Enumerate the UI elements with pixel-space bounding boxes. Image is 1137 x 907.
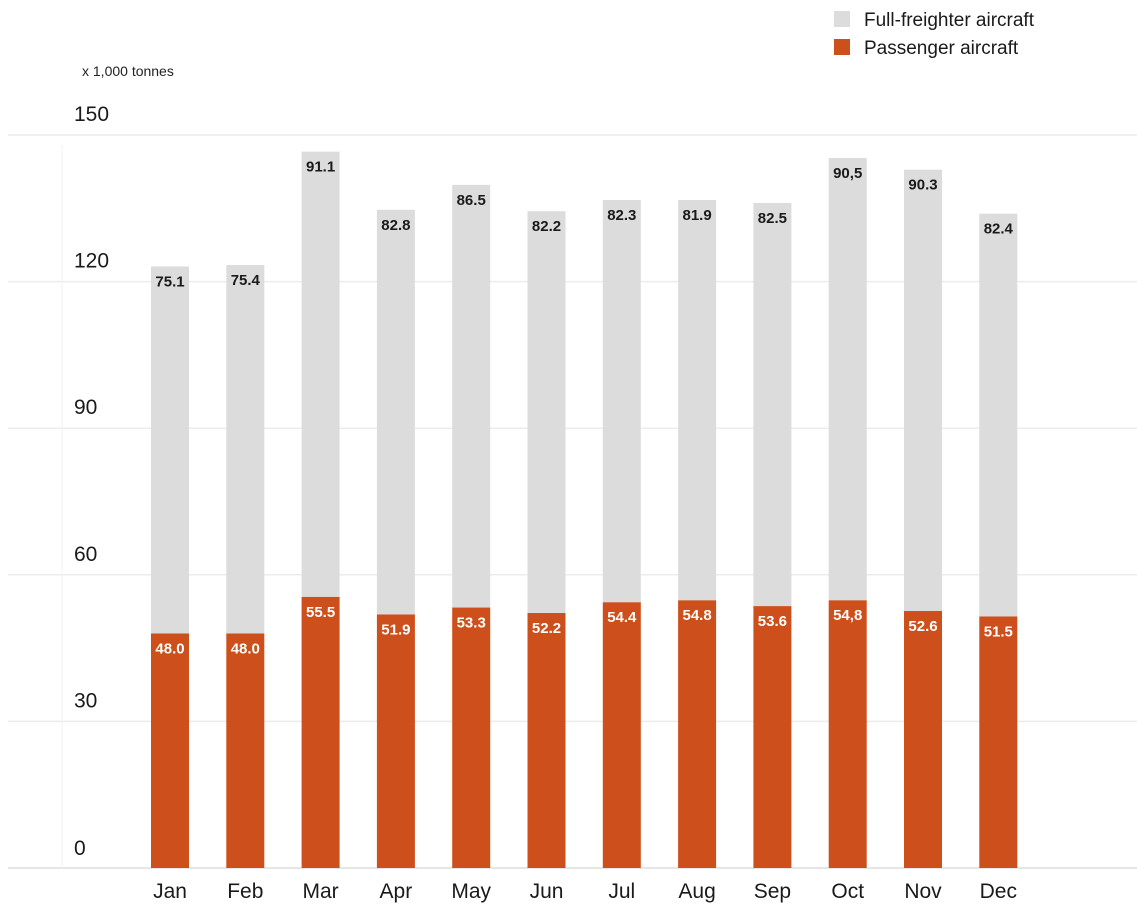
bar-passenger-oct xyxy=(828,600,867,868)
bar-passenger-nov xyxy=(904,610,942,868)
x-tick-label-jan: Jan xyxy=(153,880,187,903)
value-label-passenger-feb: 48.0 xyxy=(231,640,260,657)
value-label-full-freighter-mar: 91.1 xyxy=(306,159,335,176)
value-label-passenger-apr: 51.9 xyxy=(381,621,410,638)
y-tick-label-90: 90 xyxy=(74,396,97,419)
value-labels: 75.1 48.0 75.4 48.0 91.1 55.5 82.8 51.9 86.5 53.3… xyxy=(155,159,1013,658)
bar-passenger-sep xyxy=(753,606,792,868)
x-tick-label-sep: Sep xyxy=(754,880,791,903)
x-tick-label-jul: Jul xyxy=(608,880,635,903)
x-tick-label-may: May xyxy=(451,880,491,903)
axes: 0 30 60 90 120 150 Jan Feb Mar Apr May Jun Jul Aug Sep… xyxy=(61,103,1017,903)
value-label-passenger-jun: 52.2 xyxy=(532,620,561,637)
value-label-passenger-sep: 53.6 xyxy=(758,613,787,630)
bar-full-freighter-apr xyxy=(376,209,415,615)
legend-swatch-passenger xyxy=(834,39,850,55)
y-tick-label-120: 120 xyxy=(74,250,109,273)
bars xyxy=(151,151,1018,868)
bar-passenger-apr xyxy=(376,614,415,868)
value-label-full-freighter-dec: 82.4 xyxy=(984,221,1014,238)
value-label-full-freighter-jun: 82.2 xyxy=(532,218,561,235)
value-label-full-freighter-aug: 81.9 xyxy=(682,207,711,224)
bar-passenger-may xyxy=(452,607,491,868)
value-label-full-freighter-jul: 82.3 xyxy=(607,207,636,224)
bar-full-freighter-dec xyxy=(979,213,1018,617)
y-tick-label-30: 30 xyxy=(74,689,97,712)
value-label-full-freighter-jan: 75.1 xyxy=(155,273,184,290)
x-tick-label-nov: Nov xyxy=(904,880,942,903)
value-label-full-freighter-sep: 82.5 xyxy=(758,210,787,227)
value-label-passenger-may: 53.3 xyxy=(457,615,486,632)
bar-full-freighter-sep xyxy=(753,202,792,607)
bar-full-freighter-jul xyxy=(602,199,641,603)
x-tick-label-oct: Oct xyxy=(831,880,864,903)
value-label-full-freighter-apr: 82.8 xyxy=(381,217,410,234)
bar-passenger-jan xyxy=(151,633,189,868)
x-tick-label-dec: Dec xyxy=(980,880,1017,903)
x-tick-label-mar: Mar xyxy=(303,880,339,903)
value-label-passenger-aug: 54.8 xyxy=(682,607,711,624)
bar-full-freighter-nov xyxy=(904,169,942,611)
bar-full-freighter-feb xyxy=(226,264,265,634)
value-label-passenger-mar: 55.5 xyxy=(306,604,335,621)
value-label-full-freighter-nov: 90.3 xyxy=(908,177,937,194)
bar-passenger-mar xyxy=(301,596,340,868)
y-tick-label-0: 0 xyxy=(74,837,86,860)
x-tick-label-aug: Aug xyxy=(678,880,715,903)
bar-passenger-dec xyxy=(979,616,1018,868)
bar-full-freighter-mar xyxy=(301,151,340,597)
y-tick-label-60: 60 xyxy=(74,543,97,566)
value-label-passenger-oct: 54,8 xyxy=(833,607,862,624)
value-label-passenger-dec: 51.5 xyxy=(984,623,1013,640)
bar-full-freighter-jun xyxy=(527,211,566,613)
legend: Full-freighter aircraft Passenger aircra… xyxy=(834,10,1035,59)
bar-full-freighter-oct xyxy=(828,157,867,601)
y-tick-label-150: 150 xyxy=(74,103,109,126)
value-label-full-freighter-may: 86.5 xyxy=(457,192,486,209)
x-tick-label-apr: Apr xyxy=(380,880,413,903)
value-label-passenger-nov: 52.6 xyxy=(908,618,937,635)
value-label-full-freighter-feb: 75.4 xyxy=(231,272,261,289)
x-tick-label-jun: Jun xyxy=(530,880,564,903)
legend-label-passenger: Passenger aircraft xyxy=(864,38,1019,59)
bar-full-freighter-may xyxy=(452,184,491,608)
bar-passenger-jun xyxy=(527,612,566,868)
unit-label: x 1,000 tonnes xyxy=(82,63,174,79)
value-label-passenger-jul: 54.4 xyxy=(607,609,637,626)
gridlines xyxy=(8,134,1137,869)
bar-passenger-jul xyxy=(602,602,641,868)
legend-label-full-freighter: Full-freighter aircraft xyxy=(864,10,1035,31)
value-label-passenger-jan: 48.0 xyxy=(155,640,184,657)
x-tick-label-feb: Feb xyxy=(227,880,263,903)
bar-passenger-feb xyxy=(226,633,265,868)
bar-full-freighter-jan xyxy=(151,266,189,634)
value-label-full-freighter-oct: 90,5 xyxy=(833,165,862,182)
legend-swatch-full-freighter xyxy=(834,11,850,27)
bar-passenger-aug xyxy=(678,600,717,868)
bar-full-freighter-aug xyxy=(678,199,717,601)
